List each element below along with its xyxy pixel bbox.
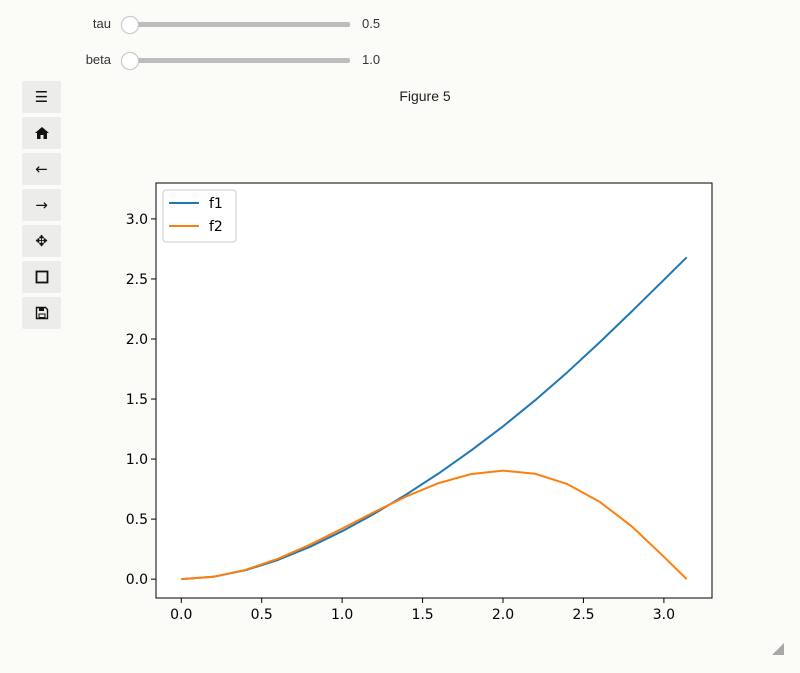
tau-slider-value: 0.5 — [362, 16, 381, 31]
menu-icon: ☰ — [34, 88, 49, 106]
home-icon — [34, 127, 49, 139]
back-arrow-icon: ← — [35, 160, 48, 178]
resize-handle[interactable] — [772, 643, 784, 655]
zoom-rect-button[interactable] — [22, 261, 61, 293]
y-tick-label: 0.0 — [126, 572, 148, 588]
x-tick-label: 0.0 — [170, 607, 192, 623]
tau-slider-thumb[interactable] — [121, 16, 139, 34]
y-tick-label: 0.5 — [126, 512, 148, 528]
y-tick-label: 2.0 — [126, 332, 148, 348]
tau-slider-track[interactable] — [128, 22, 350, 27]
y-tick-label: 3.0 — [126, 212, 148, 228]
figure-title: Figure 5 — [399, 88, 451, 104]
series-line-f2 — [181, 469, 688, 581]
beta-slider-thumb[interactable] — [121, 52, 139, 70]
forward-button[interactable]: → — [22, 189, 61, 221]
pan-icon: ✥ — [35, 232, 48, 250]
zoom-rect-icon — [35, 270, 48, 284]
menu-button[interactable]: ☰ — [22, 81, 61, 113]
beta-slider-value: 1.0 — [362, 52, 381, 67]
back-button[interactable]: ← — [22, 153, 61, 185]
legend-box — [162, 189, 237, 243]
save-button[interactable] — [22, 297, 61, 329]
y-tick-label: 1.0 — [126, 452, 148, 468]
y-tick-label: 1.5 — [126, 392, 148, 408]
home-button[interactable] — [22, 117, 61, 149]
beta-slider-label: beta — [85, 52, 111, 67]
plot-frame — [155, 182, 713, 599]
figure-toolbar: ☰ ← → ✥ — [22, 81, 61, 333]
forward-arrow-icon: → — [35, 196, 48, 214]
tau-slider-label: tau — [92, 16, 111, 31]
plot-area — [156, 183, 712, 598]
legend-label-f1: f1 — [209, 196, 223, 212]
x-tick-label: 1.0 — [331, 607, 353, 623]
x-tick-label: 3.0 — [653, 607, 675, 623]
legend-label-f2: f2 — [209, 219, 223, 235]
x-tick-label: 2.0 — [492, 607, 514, 623]
x-tick-label: 1.5 — [411, 607, 433, 623]
x-tick-label: 2.5 — [572, 607, 594, 623]
beta-slider-track[interactable] — [128, 58, 350, 63]
x-tick-label: 0.5 — [251, 607, 273, 623]
y-tick-label: 2.5 — [126, 272, 148, 288]
save-icon — [35, 306, 48, 320]
pan-button[interactable]: ✥ — [22, 225, 61, 257]
